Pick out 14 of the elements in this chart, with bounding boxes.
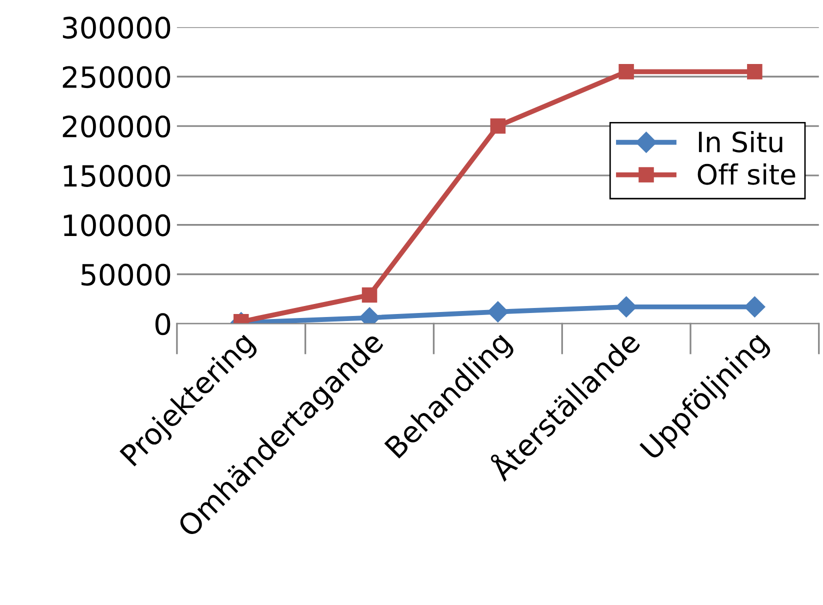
- legend-label: In Situ: [698, 130, 782, 152]
- y-tick-label: 0: [155, 313, 170, 336]
- y-tick-label: 300000: [62, 16, 170, 39]
- y-tick-label: 50000: [82, 264, 170, 286]
- point: [490, 118, 506, 134]
- legend-label: Off site: [698, 163, 796, 185]
- point: [747, 64, 762, 80]
- y-tick-label: 200000: [62, 115, 170, 138]
- y-tick-label: 250000: [62, 66, 170, 88]
- point: [618, 64, 634, 80]
- y-tick-label: 150000: [64, 164, 170, 187]
- point: [362, 287, 378, 303]
- y-tick-label: 100000: [64, 214, 170, 236]
- point: [487, 301, 509, 323]
